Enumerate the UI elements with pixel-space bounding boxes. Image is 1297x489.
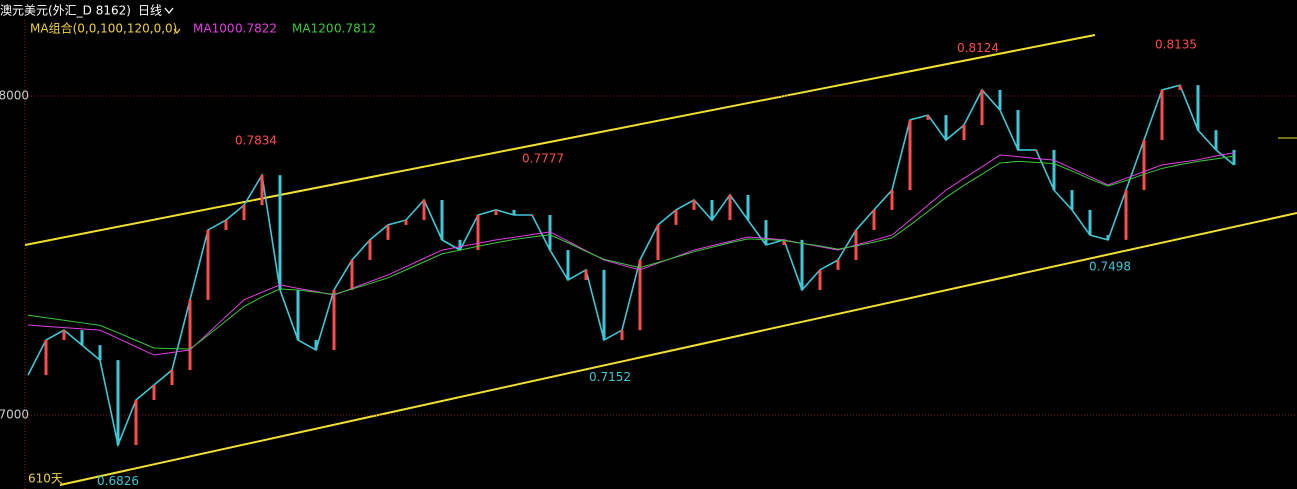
price-bar [404, 220, 408, 225]
indicator[interactable]: MA组合(0,0,100,120,0,0) [30, 21, 177, 36]
high-label: 0.7834 [235, 133, 277, 147]
price-bar [188, 299, 192, 371]
price-bar [728, 194, 732, 221]
price-bar [1106, 235, 1110, 240]
price-bar [152, 385, 156, 401]
price-bar [170, 370, 174, 386]
low-label: 0.7152 [589, 370, 631, 384]
price-bar [80, 330, 84, 346]
price-bar [674, 209, 678, 225]
price-bar [386, 224, 390, 240]
price-bar [1214, 130, 1218, 150]
price-bar [1034, 149, 1038, 151]
price-bar [296, 289, 300, 341]
price-bar [926, 115, 930, 120]
low-label: 0.6826 [97, 474, 139, 488]
period[interactable]: 日线 [138, 4, 162, 18]
y-tick-label: 0.7000 [0, 407, 29, 421]
price-bar [656, 224, 660, 260]
legend-value: 0.7812 [334, 22, 376, 36]
plot: 0.7000 0.8000 0.7834 0.7777 0.8124 0.8135 0.68… [0, 37, 1297, 488]
price-bar [512, 209, 516, 215]
price-bar [476, 214, 480, 251]
price-bar [134, 400, 138, 445]
price-bar [332, 289, 336, 350]
low-label: 0.7498 [1089, 260, 1131, 274]
price-bar [980, 89, 984, 126]
price-bar [116, 360, 120, 445]
price-bar [242, 205, 246, 221]
price-bar [746, 194, 750, 221]
price-bar [62, 330, 66, 341]
price-bar [1160, 89, 1164, 141]
price-bar [494, 209, 498, 215]
ma-line [27, 155, 1235, 350]
high-label: 0.7777 [522, 152, 564, 166]
price-bar [764, 220, 768, 245]
price-bar [1088, 209, 1092, 236]
price-bar [908, 119, 912, 191]
channel-upper [24, 34, 1096, 246]
legend-label: MA120 [292, 22, 333, 36]
price-bar [1142, 140, 1146, 191]
legend-value: 0.7822 [235, 22, 277, 36]
price-bar [422, 200, 426, 221]
y-tick-label: 0.8000 [0, 89, 29, 103]
price-bar [890, 190, 894, 210]
price-bar [1232, 149, 1236, 165]
price-bar [548, 214, 552, 251]
price-bar [44, 340, 48, 376]
price-bar [368, 239, 372, 260]
price-bar [782, 239, 786, 245]
price-bar [440, 200, 444, 240]
price-bar [944, 115, 948, 141]
header: 澳元美元(外汇_D 8162) 日线 MA组合(0,0,100,120,0,0)… [0, 4, 376, 486]
price-bar [98, 345, 102, 361]
price-bar [998, 89, 1002, 111]
price-bar [530, 214, 534, 216]
price-bar [314, 340, 318, 350]
price-bar [818, 269, 822, 290]
price-bar [602, 269, 606, 341]
ma-line [27, 152, 1235, 356]
price-bar [872, 209, 876, 230]
price-bar [584, 269, 588, 281]
price-bar [350, 259, 354, 290]
period-dropdown[interactable] [164, 7, 174, 15]
range-label: 610天 [28, 472, 63, 486]
legend-label: MA100 [193, 22, 234, 36]
price-bar [566, 250, 570, 281]
price-bar [638, 259, 642, 331]
price-bar [962, 125, 966, 141]
price-bar [1052, 149, 1056, 191]
price-bar [1124, 190, 1128, 240]
high-label: 0.8135 [1155, 37, 1197, 51]
price-bar [260, 175, 264, 206]
title[interactable]: 澳元美元(外汇_D 8162) [0, 4, 131, 18]
price-bar [1070, 190, 1074, 210]
price-bar [224, 220, 228, 230]
price-bar [836, 259, 840, 270]
price-bar [620, 330, 624, 341]
price-bar [458, 239, 462, 251]
price-bar [710, 200, 714, 221]
price-bar [800, 239, 804, 290]
price-line [27, 84, 1235, 448]
price-bar [278, 175, 282, 290]
price-bar [1016, 110, 1020, 150]
price-bar [1196, 85, 1200, 131]
price-bar [692, 200, 696, 210]
high-label: 0.8124 [957, 41, 999, 55]
indicator-dropdown[interactable] [173, 28, 181, 34]
price-bar [206, 229, 210, 300]
channel-lower [59, 212, 1297, 486]
price-bar [1178, 85, 1182, 90]
